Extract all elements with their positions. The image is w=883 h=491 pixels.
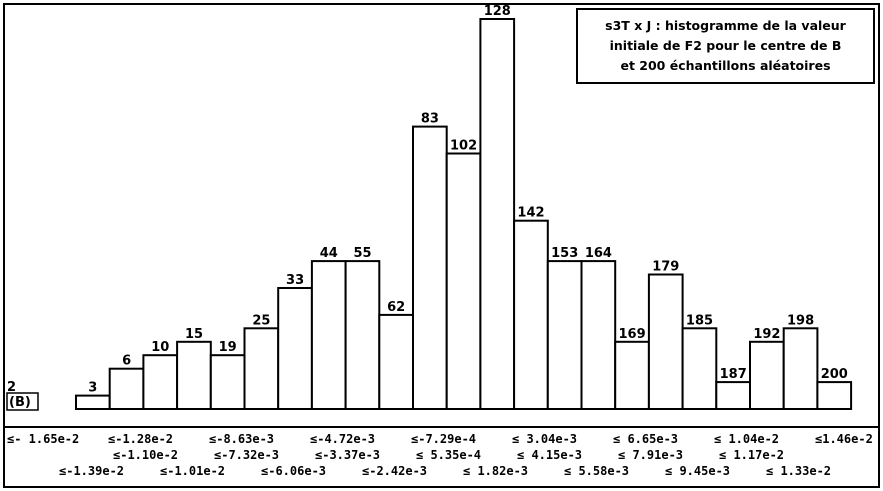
bar-value-label: 187	[720, 367, 747, 382]
x-tick-label: ≤-1.28e-2	[108, 432, 173, 446]
title-line-1: s3T x J : histogramme de la valeur	[605, 18, 846, 33]
bar-value-label: 62	[387, 300, 405, 315]
x-tick-label: ≤-6.06e-3	[261, 464, 326, 478]
x-tick-label: ≤1.46e-2	[815, 432, 873, 446]
bar-value-label: 185	[686, 313, 713, 328]
histogram-bar	[344, 260, 381, 410]
x-tick-label: ≤-7.29e-4	[411, 432, 476, 446]
bar-value-label: 25	[252, 313, 270, 328]
histogram-bar	[142, 354, 179, 411]
bar-value-label: 164	[585, 246, 612, 261]
x-tick-label: ≤ 7.91e-3	[618, 448, 683, 462]
x-tick-label: ≤ 4.15e-3	[517, 448, 582, 462]
histogram-bar	[277, 287, 313, 410]
histogram-bar	[580, 260, 617, 410]
x-tick-label: ≤-4.72e-3	[310, 432, 375, 446]
histogram-bar	[546, 260, 583, 410]
x-tick-label: ≤ 1.82e-3	[463, 464, 528, 478]
x-tick-label: ≤-3.37e-3	[315, 448, 380, 462]
x-tick-label: ≤-7.32e-3	[214, 448, 279, 462]
histogram-bar	[513, 219, 549, 410]
x-tick-label: ≤-1.39e-2	[59, 464, 124, 478]
histogram-bar	[749, 340, 785, 410]
histogram-bar	[209, 354, 246, 411]
bar-value-label: 3	[88, 381, 97, 396]
title-line-3: et 200 échantillons aléatoires	[620, 58, 831, 73]
x-tick-label: ≤-1.10e-2	[113, 448, 178, 462]
marker-box	[6, 392, 39, 411]
x-tick-label: ≤-1.01e-2	[160, 464, 225, 478]
histogram-bar	[310, 260, 347, 410]
x-tick-label: ≤ 5.58e-3	[564, 464, 629, 478]
histogram-bar	[681, 327, 718, 410]
histogram-bar	[614, 340, 650, 410]
histogram-bar	[445, 152, 482, 410]
bar-value-label: 83	[421, 112, 439, 127]
bar-value-label: 169	[619, 327, 646, 342]
histogram-bar	[782, 327, 819, 410]
legend-box: s3T x J : histogramme de la valeur initi…	[576, 8, 875, 84]
bars-layer	[75, 18, 853, 411]
x-tick-label: ≤ 3.04e-3	[512, 432, 577, 446]
bar-value-label: 6	[122, 354, 131, 369]
marker-label: (B)	[9, 395, 31, 410]
histogram-bar	[75, 394, 111, 411]
histogram-bar	[108, 367, 145, 411]
bar-value-label: 55	[353, 246, 371, 261]
bar-value-label: 102	[450, 139, 477, 154]
histogram-bar	[176, 340, 212, 410]
value-labels-layer: 2(B) 3 6 10 15 19 25 33 44 55 62 83 102 128 142 153 164 1…	[6, 4, 848, 411]
tick-labels-layer: ≤- 1.65e-2 ≤-1.28e-2 ≤-8.63e-3 ≤-4.72e-3 ≤-7…	[7, 432, 873, 478]
bar-value-label: 153	[551, 246, 578, 261]
histogram-bar	[715, 381, 751, 411]
histogram-bar	[412, 125, 448, 410]
chart-frame	[3, 3, 880, 488]
histogram-bar	[647, 273, 684, 410]
bar-value-label: 19	[219, 340, 237, 355]
bar-value-label: 142	[517, 206, 544, 221]
bar-value-label: 15	[185, 327, 203, 342]
x-tick-label: ≤ 1.04e-2	[714, 432, 779, 446]
x-tick-label: ≤ 6.65e-3	[613, 432, 678, 446]
bar-value-label: 179	[652, 260, 679, 275]
histogram-bar	[243, 327, 280, 410]
bar-value-label: 44	[320, 246, 338, 261]
bar-value-label: 200	[821, 367, 848, 382]
bar-value-label: 33	[286, 273, 304, 288]
histogram-bar	[816, 381, 853, 411]
x-tick-label: ≤ 1.17e-2	[719, 448, 784, 462]
x-tick-label: ≤-8.63e-3	[209, 432, 274, 446]
x-tick-label: ≤ 9.45e-3	[665, 464, 730, 478]
histogram-bar	[479, 18, 516, 410]
x-tick-label: ≤-2.42e-3	[362, 464, 427, 478]
bar-value-label: 192	[753, 327, 780, 342]
bar-value-label: 10	[151, 340, 169, 355]
x-tick-label: ≤ 1.33e-2	[766, 464, 831, 478]
x-tick-label: ≤ 5.35e-4	[416, 448, 481, 462]
title-line-2: initiale de F2 pour le centre de B	[609, 38, 842, 53]
x-tick-label: ≤- 1.65e-2	[7, 432, 79, 446]
first-bar-label: 2	[7, 380, 16, 395]
bar-value-label: 198	[787, 313, 814, 328]
bar-value-label: 128	[484, 4, 511, 19]
histogram-bar	[378, 313, 414, 410]
